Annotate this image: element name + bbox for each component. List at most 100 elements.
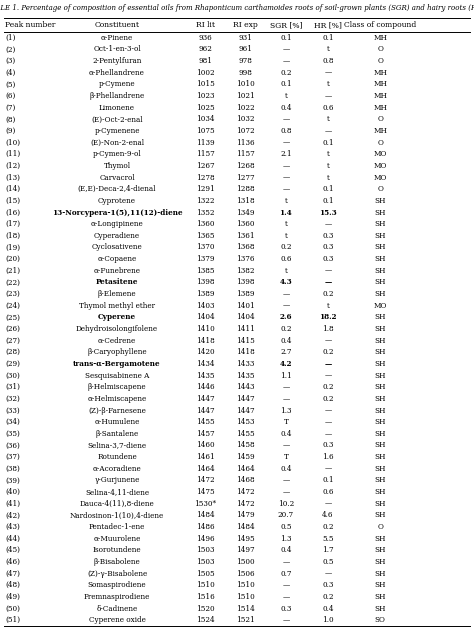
Text: SH: SH — [374, 255, 386, 263]
Text: t: t — [327, 81, 329, 88]
Text: SH: SH — [374, 570, 386, 578]
Text: SH: SH — [374, 535, 386, 542]
Text: Premnaspirodiene: Premnaspirodiene — [84, 593, 150, 601]
Text: 0.2: 0.2 — [322, 348, 334, 357]
Text: α-Muurolene: α-Muurolene — [93, 535, 141, 542]
Text: O: O — [377, 523, 383, 531]
Text: —: — — [324, 69, 331, 77]
Text: (E)-Oct-2-enal: (E)-Oct-2-enal — [91, 115, 143, 123]
Text: 0.3: 0.3 — [322, 232, 334, 240]
Text: 1032: 1032 — [236, 115, 255, 123]
Text: β-Helmiscapene: β-Helmiscapene — [88, 383, 146, 391]
Text: 1420: 1420 — [196, 348, 215, 357]
Text: 1360: 1360 — [236, 220, 255, 228]
Text: 1447: 1447 — [236, 406, 255, 415]
Text: RI exp: RI exp — [233, 21, 257, 29]
Text: 1267: 1267 — [196, 162, 215, 170]
Text: (19): (19) — [5, 243, 20, 251]
Text: 0.2: 0.2 — [280, 325, 292, 333]
Text: 1382: 1382 — [236, 266, 255, 275]
Text: 0.2: 0.2 — [322, 383, 334, 391]
Text: 1401: 1401 — [236, 302, 255, 310]
Text: O: O — [377, 115, 383, 123]
Text: 1023: 1023 — [196, 92, 215, 100]
Text: 1447: 1447 — [196, 406, 215, 415]
Text: SH: SH — [374, 488, 386, 496]
Text: (36): (36) — [5, 442, 20, 449]
Text: β-Phellandrene: β-Phellandrene — [90, 92, 145, 100]
Text: Cyperene oxide: Cyperene oxide — [89, 616, 146, 624]
Text: T: T — [283, 418, 288, 426]
Text: —: — — [283, 558, 290, 566]
Text: —: — — [324, 418, 331, 426]
Text: t: t — [327, 302, 329, 310]
Text: 0.5: 0.5 — [280, 523, 292, 531]
Text: 1472: 1472 — [236, 488, 255, 496]
Text: Limonene: Limonene — [99, 104, 135, 112]
Text: SH: SH — [374, 442, 386, 449]
Text: (40): (40) — [5, 488, 20, 496]
Text: 1418: 1418 — [196, 336, 215, 345]
Text: MH: MH — [374, 92, 387, 100]
Text: 1322: 1322 — [196, 197, 215, 205]
Text: TABLE 1. Percentage of composition of essential oils from Rhaponticum carthamoid: TABLE 1. Percentage of composition of es… — [0, 4, 474, 12]
Text: 0.1: 0.1 — [322, 34, 334, 42]
Text: (47): (47) — [5, 570, 20, 578]
Text: 0.1: 0.1 — [322, 139, 334, 147]
Text: 1530*: 1530* — [194, 500, 217, 508]
Text: 0.3: 0.3 — [322, 442, 334, 449]
Text: 1516: 1516 — [196, 593, 215, 601]
Text: 0.8: 0.8 — [280, 127, 292, 135]
Text: 0.1: 0.1 — [322, 476, 334, 484]
Text: 1457: 1457 — [196, 430, 215, 438]
Text: 1.7: 1.7 — [322, 546, 334, 554]
Text: (2): (2) — [5, 45, 15, 54]
Text: Cyperene: Cyperene — [98, 313, 136, 321]
Text: SH: SH — [374, 278, 386, 287]
Text: 0.2: 0.2 — [280, 243, 292, 251]
Text: Sesquisabinene A: Sesquisabinene A — [85, 372, 149, 380]
Text: —: — — [324, 570, 331, 578]
Text: 961: 961 — [238, 45, 252, 54]
Text: 1034: 1034 — [196, 115, 215, 123]
Text: SH: SH — [374, 546, 386, 554]
Text: 18.2: 18.2 — [319, 313, 337, 321]
Text: 1453: 1453 — [236, 418, 255, 426]
Text: —: — — [324, 127, 331, 135]
Text: 1075: 1075 — [196, 127, 215, 135]
Text: 1486: 1486 — [196, 523, 215, 531]
Text: Peak number: Peak number — [5, 21, 55, 29]
Text: 0.6: 0.6 — [322, 104, 334, 112]
Text: Selina-4,11-diene: Selina-4,11-diene — [85, 488, 149, 496]
Text: SH: SH — [374, 232, 386, 240]
Text: (5): (5) — [5, 81, 15, 88]
Text: β-Caryophyllene: β-Caryophyllene — [87, 348, 147, 357]
Text: (31): (31) — [5, 383, 20, 391]
Text: (12): (12) — [5, 162, 20, 170]
Text: SH: SH — [374, 209, 386, 217]
Text: 1376: 1376 — [236, 255, 255, 263]
Text: α-Humulene: α-Humulene — [94, 418, 140, 426]
Text: 1524: 1524 — [196, 616, 215, 624]
Text: SH: SH — [374, 266, 386, 275]
Text: MH: MH — [374, 69, 387, 77]
Text: (7): (7) — [5, 104, 15, 112]
Text: (32): (32) — [5, 395, 20, 403]
Text: (9): (9) — [5, 127, 15, 135]
Text: 1.4: 1.4 — [280, 209, 292, 217]
Text: O: O — [377, 185, 383, 193]
Text: t: t — [284, 92, 287, 100]
Text: —: — — [283, 383, 290, 391]
Text: α-Acoradiene: α-Acoradiene — [92, 465, 141, 472]
Text: 1389: 1389 — [236, 290, 255, 298]
Text: 1291: 1291 — [196, 185, 215, 193]
Text: —: — — [283, 115, 290, 123]
Text: —: — — [324, 220, 331, 228]
Text: 2.7: 2.7 — [280, 348, 292, 357]
Text: MO: MO — [374, 174, 387, 181]
Text: (Z)-β-Farnesene: (Z)-β-Farnesene — [88, 406, 146, 415]
Text: (23): (23) — [5, 290, 20, 298]
Text: (50): (50) — [5, 605, 20, 612]
Text: O: O — [377, 139, 383, 147]
Text: 1.1: 1.1 — [280, 372, 292, 380]
